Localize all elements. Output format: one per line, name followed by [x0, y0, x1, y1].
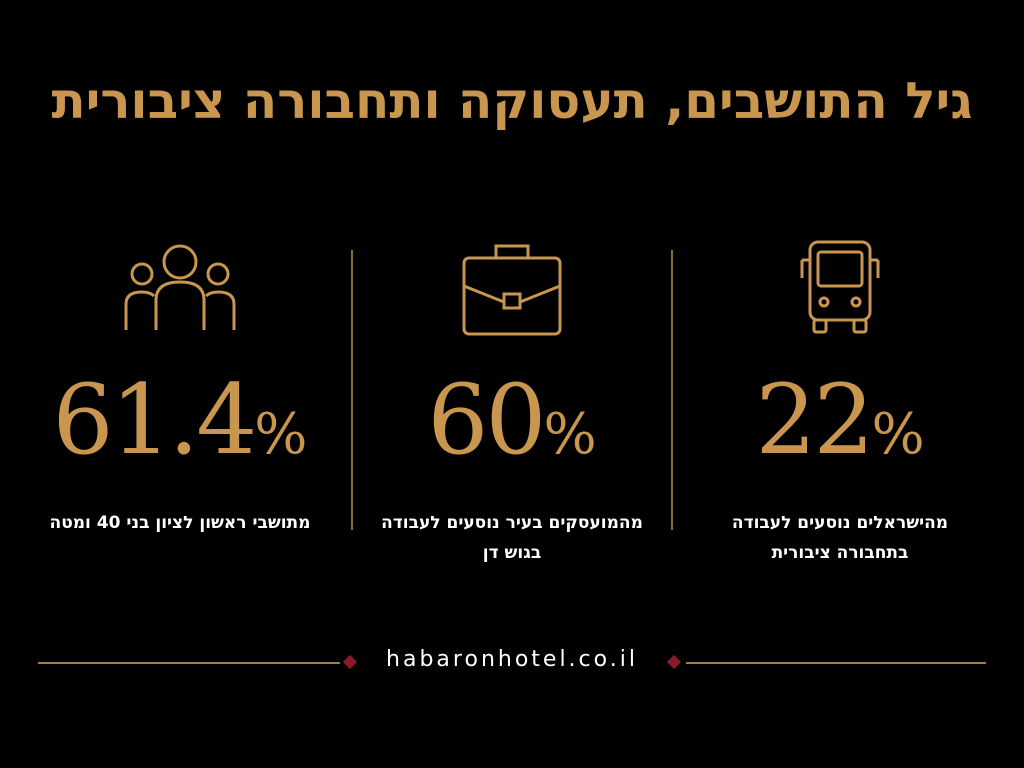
stat-value: 61.4	[52, 364, 258, 476]
stat-unit: %	[543, 402, 597, 467]
stat-bus: 22% מהישראלים נוסעים לעבודה בתחבורה ציבור…	[690, 230, 990, 568]
stat-number: 61.4%	[30, 365, 330, 490]
stat-caption: מהישראלים נוסעים לעבודה בתחבורה ציבורית	[690, 508, 990, 568]
footer-diamond	[666, 654, 682, 670]
stat-unit: %	[871, 402, 925, 467]
stat-people: 61.4% מתושבי ראשון לציון בני 40 ומטה	[30, 230, 330, 538]
footer-rule	[38, 662, 340, 664]
footer-diamond	[342, 654, 358, 670]
stat-number: 22%	[690, 365, 990, 490]
footer-url: habaronhotel.co.il	[386, 647, 638, 672]
stat-caption: מתושבי ראשון לציון בני 40 ומטה	[30, 508, 330, 538]
divider	[351, 250, 353, 530]
footer-rule	[686, 662, 986, 664]
stat-caption: מהמועסקים בעיר נוסעים לעבודה בגוש דן	[362, 508, 662, 568]
caption-line: בתחבורה ציבורית	[771, 543, 909, 563]
briefcase-icon	[462, 244, 562, 336]
stat-number: 60%	[362, 365, 662, 490]
bus-icon	[800, 240, 880, 334]
caption-line: מתושבי ראשון לציון בני 40 ומטה	[49, 513, 311, 533]
stat-unit: %	[254, 402, 308, 467]
stat-value: 60	[427, 364, 546, 476]
stat-value: 22	[755, 364, 874, 476]
stat-briefcase: 60% מהמועסקים בעיר נוסעים לעבודה בגוש דן	[362, 230, 662, 568]
title: גיל התושבים, תעסוקה ותחבורה ציבורית	[51, 72, 973, 130]
people-icon	[124, 244, 236, 330]
caption-line: מהישראלים נוסעים לעבודה	[731, 513, 949, 533]
divider	[671, 250, 673, 530]
caption-line: מהמועסקים בעיר נוסעים לעבודה בגוש דן	[381, 513, 643, 563]
